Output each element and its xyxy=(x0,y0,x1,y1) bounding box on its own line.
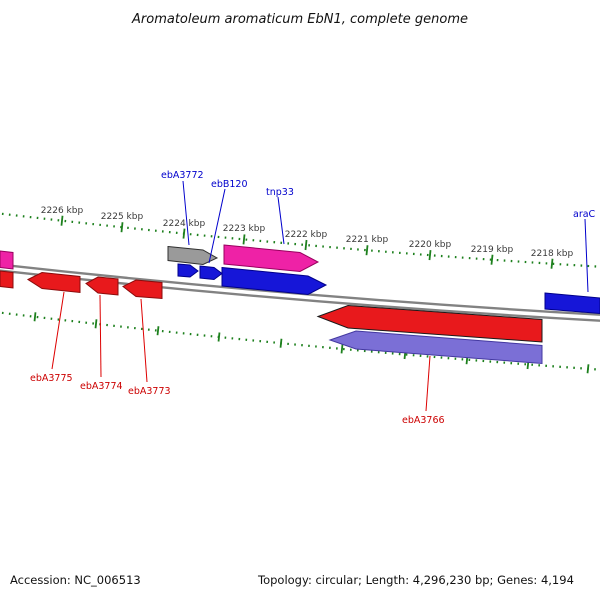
footer: Accession: NC_006513 Topology: circular;… xyxy=(10,573,574,587)
ruler-label-2219: 2219 kbp xyxy=(471,245,514,255)
lower-tickmarks xyxy=(33,312,590,374)
ruler-label-2226: 2226 kbp xyxy=(41,206,84,216)
page-title: Aromatoleum aromaticum EbN1, complete ge… xyxy=(131,12,468,27)
ruler-tick xyxy=(304,239,308,251)
ruler-tick xyxy=(279,338,283,348)
leader-ebB120 xyxy=(208,188,226,264)
leader-lines xyxy=(51,180,589,412)
ruler-label-2221: 2221 kbp xyxy=(346,235,389,245)
ruler-tick xyxy=(428,250,432,261)
gene-arrow-blue-mid[interactable] xyxy=(221,266,328,296)
leader-ebA3773 xyxy=(140,298,148,383)
ruler-tick xyxy=(490,254,494,265)
upper-tickmarks xyxy=(60,215,554,269)
gene-arrow-partial-red[interactable] xyxy=(0,270,14,289)
leader-araC xyxy=(584,218,589,293)
ruler-label-2218: 2218 kbp xyxy=(531,249,574,259)
ruler-tick xyxy=(120,222,124,233)
leader-tnp33 xyxy=(277,196,285,245)
gene-arrow-tnp33[interactable] xyxy=(223,244,320,273)
gene-label-ebA3766: ebA3766 xyxy=(402,415,445,426)
leader-ebA3772 xyxy=(182,180,190,246)
ruler-label-2224: 2224 kbp xyxy=(163,219,206,229)
ruler-label-2222: 2222 kbp xyxy=(285,230,328,240)
gene-label-ebA3774: ebA3774 xyxy=(80,381,123,392)
gene-label-ebA3772: ebA3772 xyxy=(161,170,204,181)
leader-ebA3766 xyxy=(425,355,431,412)
gene-label-tnp33: tnp33 xyxy=(266,187,294,198)
gene-arrow-ebA3774[interactable] xyxy=(85,276,119,296)
gene-arrow-ebA3772[interactable] xyxy=(167,245,219,266)
ruler-tick xyxy=(60,215,64,226)
ruler-tick xyxy=(242,234,246,245)
ruler-tick xyxy=(586,364,590,374)
ruler-tick xyxy=(365,245,369,256)
ruler-label-2225: 2225 kbp xyxy=(101,212,144,222)
ruler-tick xyxy=(182,228,186,239)
footer-summary: Topology: circular; Length: 4,296,230 bp… xyxy=(257,573,574,587)
ruler-tick xyxy=(156,326,160,336)
leader-ebA3775 xyxy=(51,291,65,370)
gene-label-ebA3773: ebA3773 xyxy=(128,386,171,397)
ruler-label-2223: 2223 kbp xyxy=(223,224,266,234)
gene-labels: ebA3772 ebB120 tnp33 araC ebA3775 ebA377… xyxy=(30,170,596,426)
gene-label-ebA3775: ebA3775 xyxy=(30,373,73,384)
ruler-tick xyxy=(94,319,98,329)
gene-label-ebB120: ebB120 xyxy=(211,179,248,190)
gene-arrow-ebB120-1[interactable] xyxy=(177,263,199,278)
gene-arrow-ebA3773[interactable] xyxy=(122,279,163,300)
ruler-tick xyxy=(340,344,344,354)
gene-arrow-partial-magenta[interactable] xyxy=(0,250,14,270)
gene-arrow-ebA3775[interactable] xyxy=(26,271,81,294)
ruler-tick xyxy=(33,312,37,322)
footer-accession: Accession: NC_006513 xyxy=(10,573,141,587)
gene-label-araC: araC xyxy=(573,209,596,220)
gene-arrow-ebB120-2[interactable] xyxy=(199,265,223,281)
ruler-labels: 2226 kbp 2225 kbp 2224 kbp 2223 kbp 2222… xyxy=(41,206,574,259)
ruler-tick xyxy=(217,332,221,342)
ruler-label-2220: 2220 kbp xyxy=(409,240,452,250)
gene-arrow-purple[interactable] xyxy=(328,330,543,365)
gene-arrow-ebA3766[interactable] xyxy=(316,304,543,343)
leader-ebA3774 xyxy=(99,294,102,378)
gene-arrow-araC[interactable] xyxy=(544,292,600,315)
ruler-tick xyxy=(550,258,554,269)
